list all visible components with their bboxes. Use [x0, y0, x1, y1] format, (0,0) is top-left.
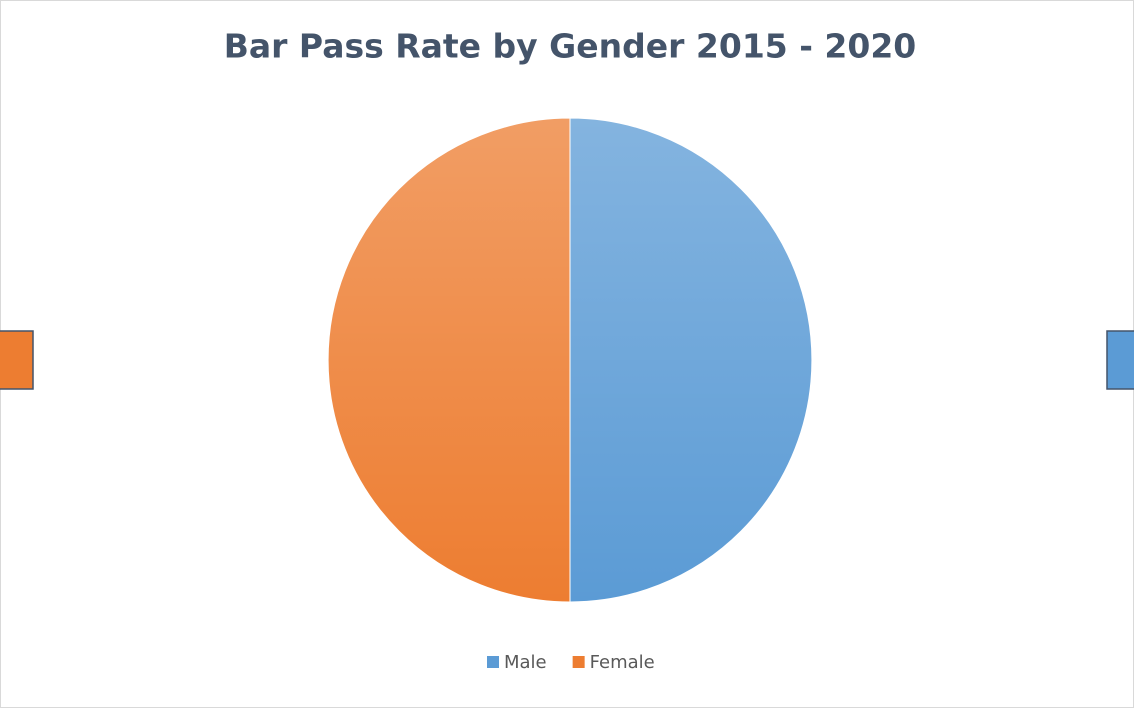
- legend-label: Female: [590, 652, 655, 673]
- slice-sheen: [328, 118, 570, 602]
- slice-sheen: [570, 118, 812, 602]
- legend-label: Male: [504, 652, 547, 673]
- data-label-box: [1106, 330, 1134, 390]
- legend-swatch: [572, 656, 585, 668]
- chart-title: Bar Pass Rate by Gender 2015 - 2020: [224, 27, 917, 66]
- legend-swatch: [487, 656, 499, 668]
- data-label-box: [0, 330, 34, 390]
